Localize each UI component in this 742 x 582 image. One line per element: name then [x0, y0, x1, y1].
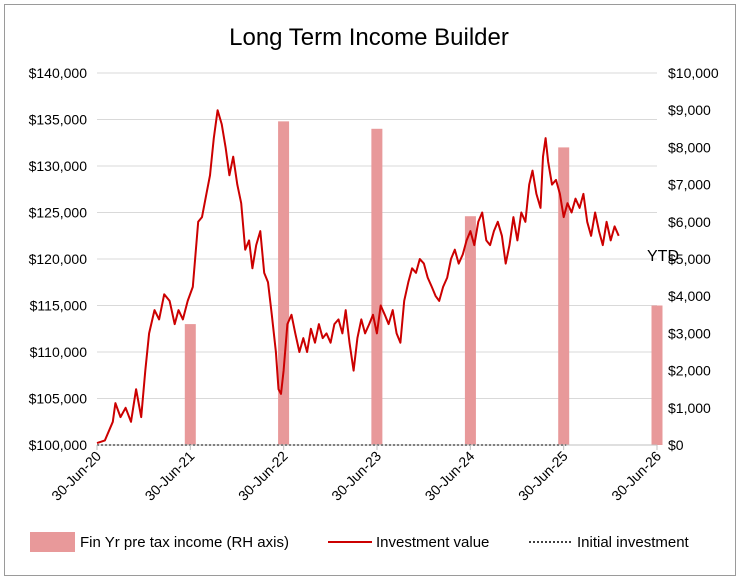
income-bar: [464, 216, 476, 445]
income-bars: [184, 121, 663, 446]
y-right-tick-label: $5,000: [668, 251, 711, 267]
y-right-tick-label: $8,000: [668, 139, 711, 155]
y-left-tick-label: $120,000: [29, 251, 88, 267]
y-left-tick-label: $115,000: [30, 298, 88, 314]
annotations: YTD: [647, 248, 679, 265]
legend-label-investment: Investment value: [376, 534, 489, 551]
income-bar: [558, 147, 570, 445]
legend-swatch-income: [30, 532, 75, 552]
x-tick-label: 30-Jun-25: [515, 448, 571, 504]
x-tick-label: 30-Jun-23: [328, 448, 384, 504]
y-right-tick-label: $6,000: [668, 214, 711, 230]
y-right-tick-label: $10,000: [668, 65, 719, 81]
investment-value-series: [96, 109, 620, 445]
y-left-tick-label: $135,000: [29, 112, 88, 128]
ytd-label: YTD: [647, 248, 679, 265]
income-bar: [184, 324, 196, 445]
y-right-tick-label: $1,000: [668, 400, 711, 416]
income-bar: [651, 305, 663, 445]
legend-label-initial: Initial investment: [577, 534, 690, 551]
y-right-tick-label: $0: [668, 437, 684, 453]
y-right-tick-label: $2,000: [668, 363, 711, 379]
y-right-tick-label: $9,000: [668, 102, 711, 118]
chart-title: Long Term Income Builder: [229, 24, 509, 51]
chart-frame: [4, 4, 736, 576]
x-tick-label: 30-Jun-21: [142, 448, 198, 504]
y-left-tick-label: $110,000: [30, 344, 88, 360]
x-tick-label: 30-Jun-20: [48, 448, 104, 504]
investment-value-line: [96, 109, 620, 445]
y-left-tick-label: $100,000: [29, 437, 88, 453]
x-tick-label: 30-Jun-24: [422, 448, 478, 504]
y-left-tick-label: $105,000: [29, 391, 88, 407]
x-tick-label: 30-Jun-26: [608, 448, 664, 504]
legend-label-income: Fin Yr pre tax income (RH axis): [80, 534, 289, 551]
y-left-tick-label: $125,000: [29, 205, 88, 221]
y-left-tick-label: $140,000: [29, 65, 88, 81]
legend: Fin Yr pre tax income (RH axis) Investmen…: [30, 532, 690, 552]
x-tick-label: 30-Jun-22: [235, 448, 291, 504]
income-bar: [278, 121, 290, 446]
y-right-tick-label: $3,000: [668, 325, 711, 341]
y-left-tick-label: $130,000: [29, 158, 88, 174]
y-right-tick-label: $7,000: [668, 177, 711, 193]
y-right-tick-label: $4,000: [668, 288, 711, 304]
income-bar: [371, 128, 383, 446]
